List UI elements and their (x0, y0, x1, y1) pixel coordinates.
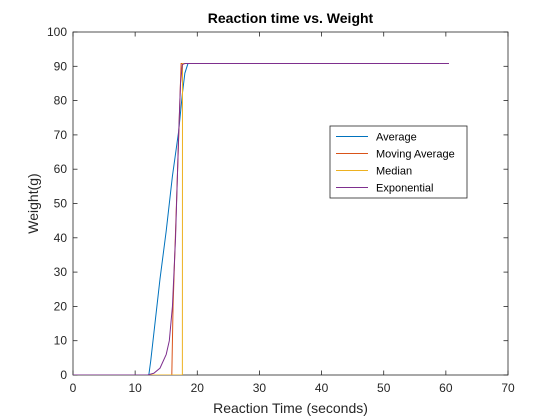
y-tick-label: 100 (47, 25, 67, 39)
x-tick-label: 40 (315, 381, 329, 395)
legend-label-average: Average (376, 132, 417, 144)
plot-box (72, 31, 509, 376)
y-tick-label: 60 (54, 162, 68, 176)
y-tick-label: 90 (54, 59, 68, 73)
legend: Average Moving Average Median Exponential (329, 125, 468, 199)
x-tick-label: 50 (377, 381, 391, 395)
legend-label-moving-average: Moving Average (376, 149, 455, 161)
y-tick-label: 20 (54, 299, 68, 313)
plot-area: 0 10 20 30 40 50 60 70 0 10 20 30 40 50 60 70 80 90 100 (47, 25, 515, 395)
y-tick-label: 40 (54, 231, 68, 245)
x-axis-label: Reaction Time (seconds) (213, 400, 368, 416)
x-tick-label: 60 (439, 381, 453, 395)
x-tick-label: 0 (70, 381, 77, 395)
legend-label-exponential: Exponential (376, 183, 434, 195)
y-tick-label: 0 (60, 368, 67, 382)
x-tick-label: 70 (501, 381, 515, 395)
chart-title: Reaction time vs. Weight (208, 10, 374, 26)
series-line-average (73, 63, 449, 375)
y-tick-label: 50 (54, 197, 68, 211)
y-tick-label: 70 (54, 128, 68, 142)
y-tick-label: 80 (54, 94, 68, 108)
series-line-exponential (73, 63, 449, 375)
y-tick-label: 10 (54, 334, 68, 348)
y-axis-label: Weight(g) (25, 173, 41, 233)
y-tick-label: 30 (54, 265, 68, 279)
x-tick-label: 10 (128, 381, 142, 395)
legend-box (329, 125, 468, 199)
legend-label-median: Median (376, 166, 412, 178)
x-tick-label: 30 (253, 381, 267, 395)
series-lines (73, 63, 449, 375)
x-tick-label: 20 (191, 381, 205, 395)
